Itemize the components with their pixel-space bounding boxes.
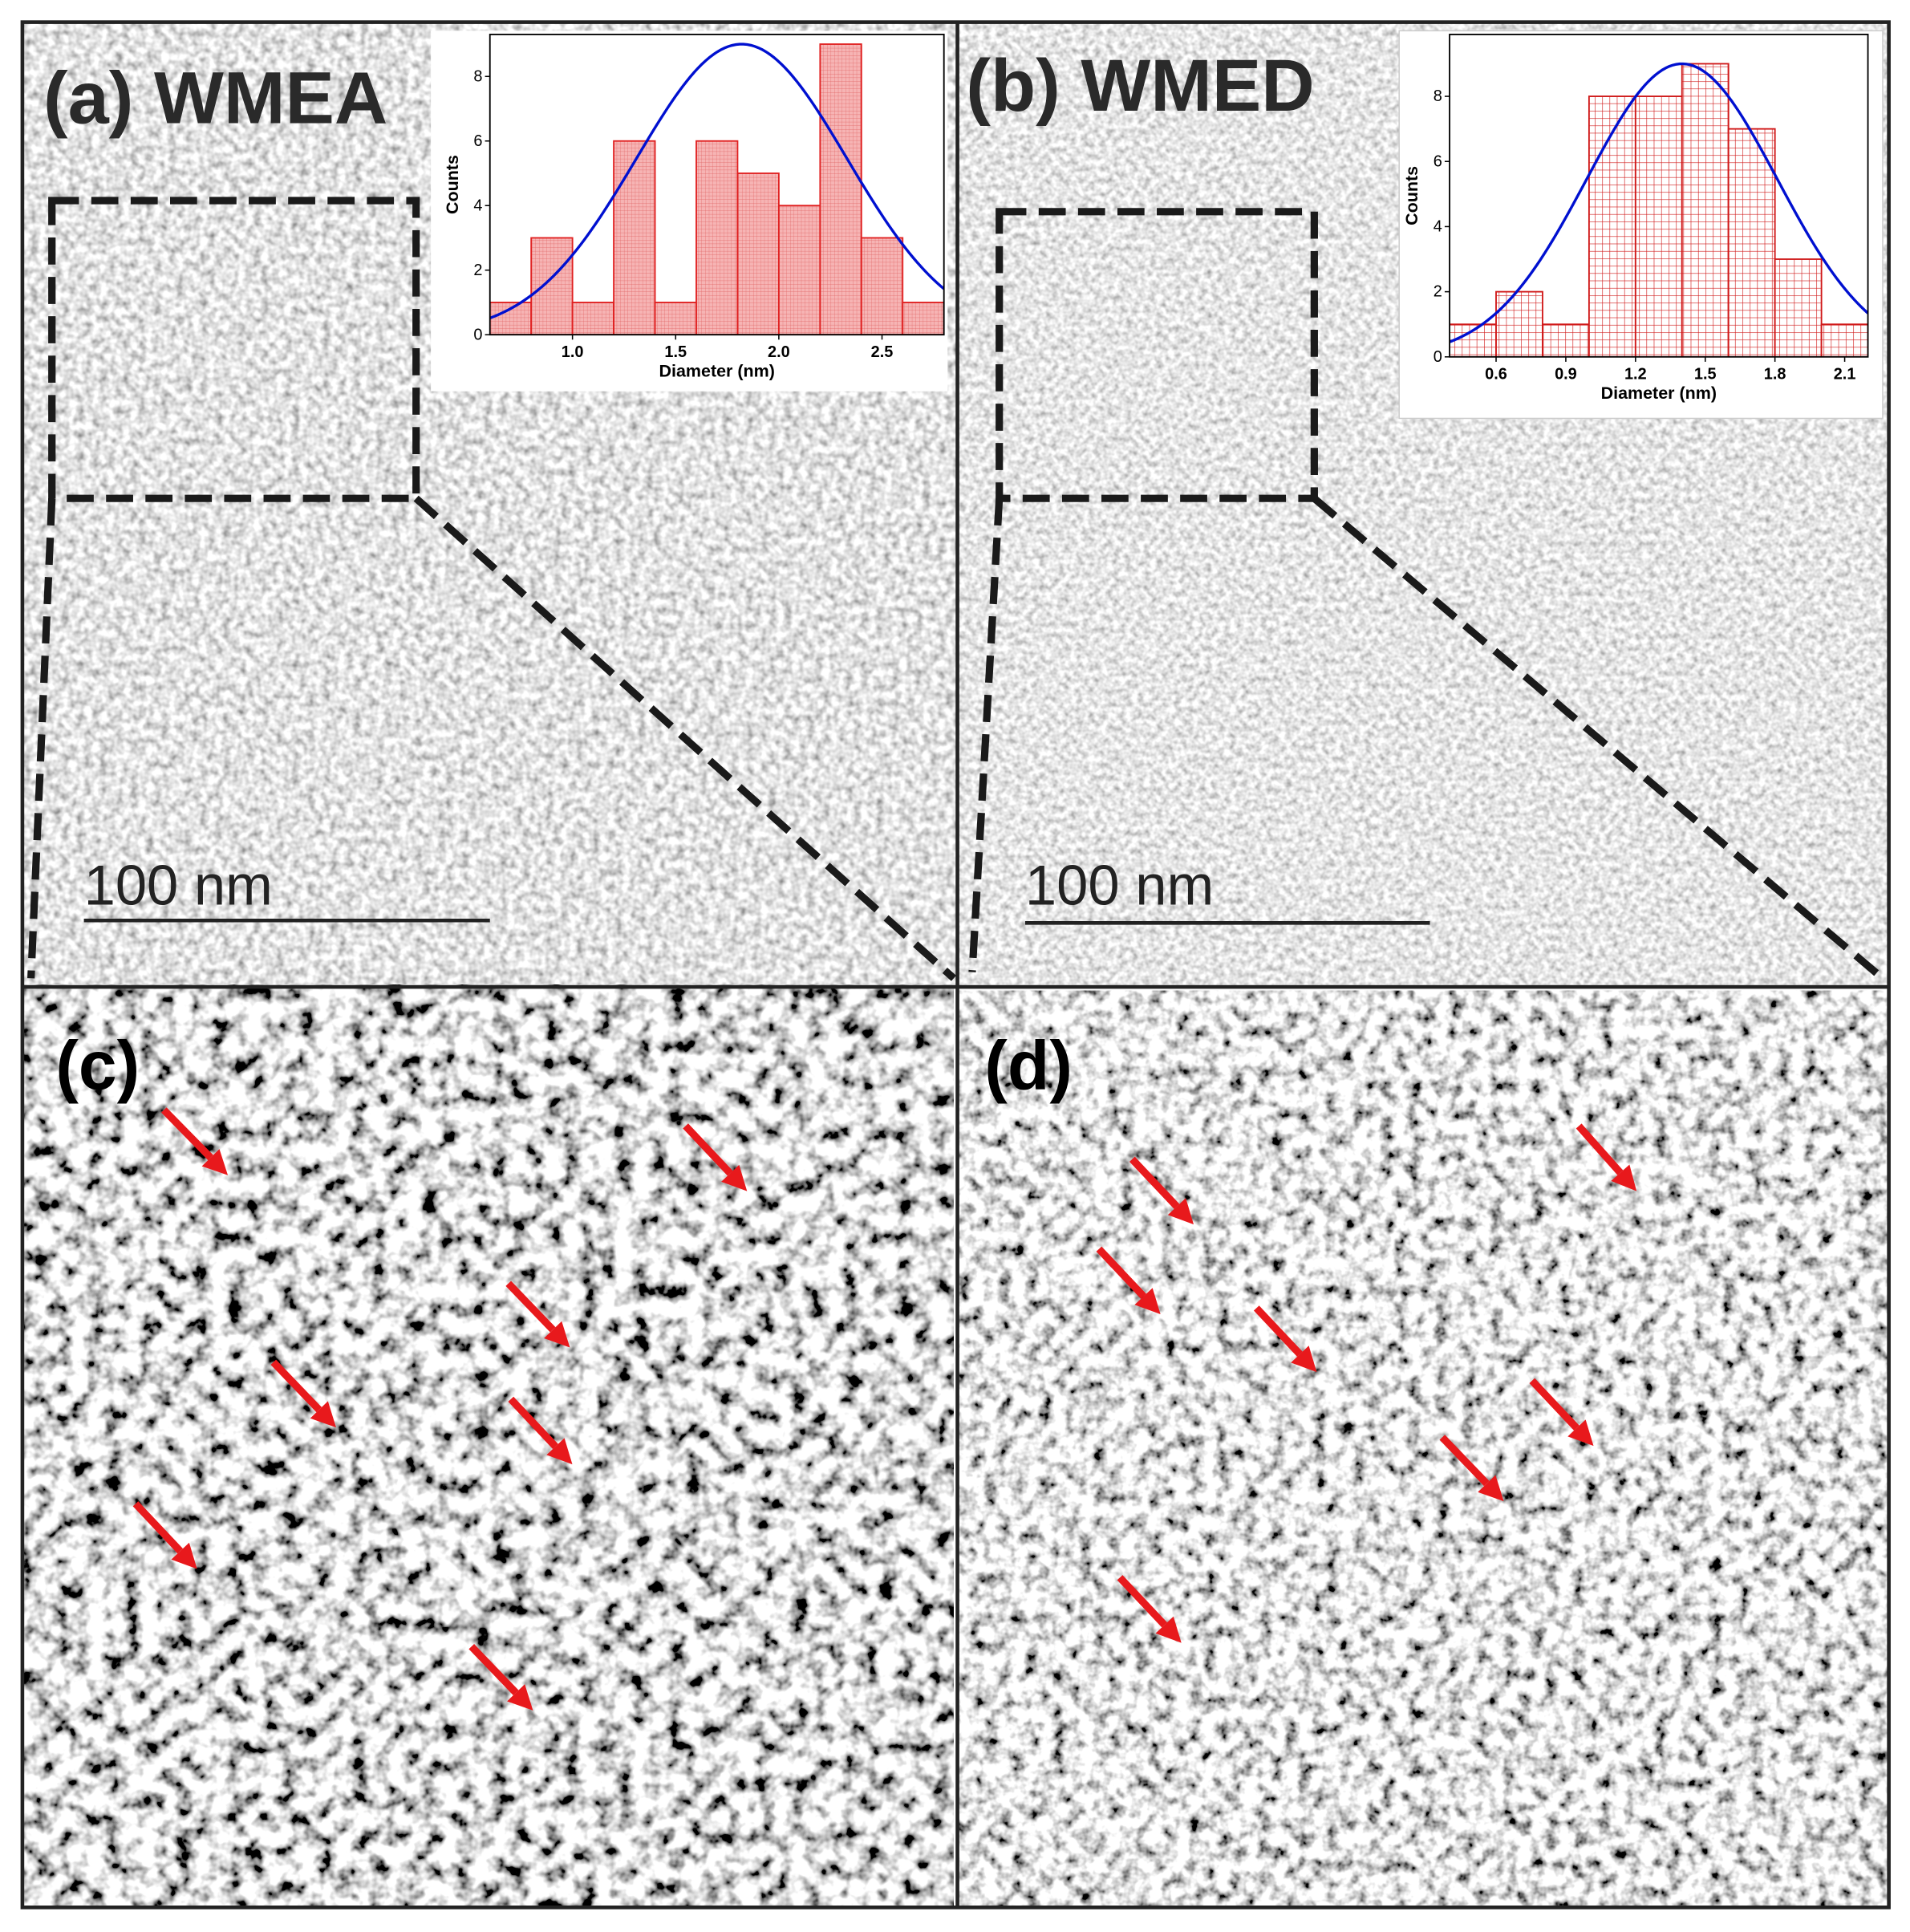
arrow-head [546, 1438, 573, 1465]
arrow [1439, 1435, 1490, 1487]
panel-label: (b) WMED [966, 44, 1314, 127]
y-axis-label: Counts [443, 155, 462, 214]
arrow-head [1155, 1616, 1182, 1643]
histogram-bars [489, 43, 944, 335]
bar [695, 140, 739, 335]
x-tick-label: 0.6 [1485, 365, 1507, 383]
bar [1681, 63, 1730, 357]
x-tick-label: 1.2 [1624, 365, 1647, 383]
panel-label: (c) [55, 1027, 140, 1104]
arrow [270, 1359, 322, 1413]
arrow [1575, 1123, 1624, 1175]
y-tick-label: 4 [473, 197, 482, 214]
x-tick-label: 1.5 [1694, 365, 1717, 383]
y-tick-label: 0 [1434, 348, 1442, 366]
arrow-head [1611, 1164, 1637, 1191]
x-tick-label: 2.5 [871, 343, 894, 361]
x-tick-label: 1.5 [664, 343, 687, 361]
histogram-bars [1450, 63, 1868, 357]
x-tick-label: 2.0 [768, 343, 790, 361]
arrow [505, 1281, 556, 1333]
arrow-head [507, 1684, 533, 1711]
arrow-head [721, 1164, 748, 1191]
scale-bar-label: 100 nm [1025, 853, 1214, 916]
bar [571, 302, 615, 335]
bar [736, 172, 780, 335]
arrow [683, 1123, 733, 1176]
arrow-head [1567, 1419, 1594, 1447]
tem-image-c [22, 984, 954, 1908]
x-tick-label: 1.0 [562, 343, 584, 361]
x-tick-label: 2.1 [1834, 365, 1856, 383]
arrow [468, 1643, 519, 1696]
x-axis-label: Diameter (nm) [659, 361, 775, 380]
x-tick-label: 1.8 [1764, 365, 1786, 383]
y-tick-label: 0 [473, 326, 482, 343]
bar [1634, 95, 1683, 357]
arrow [1253, 1305, 1303, 1357]
y-tick-label: 6 [473, 132, 482, 150]
y-axis-label: Counts [1402, 166, 1421, 225]
arrow-head [310, 1401, 337, 1428]
x-tick-label: 0.9 [1555, 365, 1577, 383]
arrow [1117, 1575, 1168, 1628]
arrow-head [1291, 1346, 1317, 1373]
arrow [132, 1501, 184, 1554]
x-axis-label: Diameter (nm) [1601, 384, 1717, 403]
arrow [161, 1107, 213, 1161]
arrow [508, 1396, 558, 1450]
bar [530, 237, 574, 335]
arrow-head [171, 1542, 197, 1569]
y-tick-label: 6 [1434, 152, 1442, 170]
y-tick-label: 2 [1434, 283, 1442, 301]
bar [1495, 290, 1543, 357]
bar [1774, 258, 1823, 357]
arrow-head [1134, 1288, 1161, 1315]
y-tick-label: 2 [473, 262, 482, 279]
fit-curve [1450, 62, 1868, 343]
bar [1588, 95, 1636, 357]
y-tick-label: 8 [1434, 87, 1442, 105]
arrow-head [1478, 1475, 1504, 1502]
arrow-head [1167, 1198, 1194, 1225]
bar [654, 302, 697, 335]
inset-background [431, 30, 948, 392]
bar [1727, 128, 1776, 357]
bar [1542, 323, 1590, 357]
bar [1820, 323, 1868, 357]
plot-frame [489, 34, 945, 336]
scale-bar-label: 100 nm [84, 853, 273, 916]
tem-image-d [957, 990, 1889, 1908]
panel-borders [20, 20, 1891, 1910]
bar [860, 237, 904, 335]
y-tick-label: 8 [473, 67, 482, 85]
bar [613, 140, 656, 335]
bar [819, 43, 862, 335]
bar [777, 205, 821, 335]
arrow [1529, 1378, 1580, 1431]
arrow [1096, 1246, 1146, 1299]
y-tick-label: 4 [1434, 218, 1442, 236]
bar [902, 302, 944, 335]
arrow [1129, 1156, 1180, 1209]
arrow-head [544, 1321, 570, 1348]
panel-label: (d) [984, 1027, 1073, 1104]
plot-frame [1449, 34, 1869, 358]
fit-curve [489, 43, 944, 320]
panel-label: (a) WMEA [43, 56, 387, 139]
arrow-head [201, 1149, 229, 1175]
